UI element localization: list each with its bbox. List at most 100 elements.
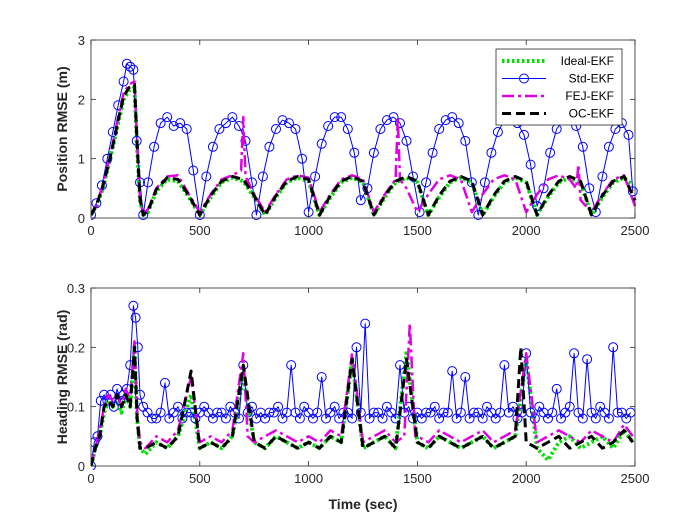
std-ekf-point	[453, 118, 464, 129]
x-tick-label: 1500	[403, 471, 432, 486]
std-ekf-point	[360, 318, 371, 329]
std-ekf-point	[438, 407, 449, 418]
std-ekf-point	[577, 141, 588, 152]
std-ekf-point	[627, 186, 638, 197]
x-tick-label: 2000	[512, 471, 541, 486]
std-ekf-point	[499, 360, 510, 371]
x-tick-label: 2500	[621, 223, 650, 238]
std-ekf-point	[143, 177, 153, 188]
std-ekf-point	[310, 171, 321, 182]
std-ekf-point	[155, 407, 166, 418]
std-ekf-point	[240, 135, 251, 146]
std-ekf-point	[160, 377, 170, 388]
std-ekf-point	[351, 342, 362, 353]
y-tick-label: 0	[78, 459, 85, 474]
x-axis-label: Time (sec)	[329, 496, 398, 512]
std-ekf-point	[329, 112, 340, 123]
std-ekf-point	[545, 147, 556, 158]
std-ekf-point	[108, 401, 119, 412]
std-ekf-point	[149, 141, 160, 152]
std-ekf-point	[118, 76, 129, 87]
std-ekf-point	[294, 413, 305, 424]
std-ekf-point	[623, 129, 634, 140]
std-ekf-point	[427, 147, 438, 158]
series-group	[91, 58, 638, 220]
std-ekf-point	[121, 58, 132, 69]
std-ekf-point	[368, 407, 379, 418]
std-ekf-point	[577, 413, 588, 424]
std-ekf-point	[207, 141, 218, 152]
y-tick-label: 3	[78, 33, 85, 48]
std-ekf-point	[264, 141, 275, 152]
std-ekf-point	[447, 366, 458, 377]
std-ekf-point	[486, 147, 497, 158]
x-tick-label: 0	[87, 223, 94, 238]
y-tick-label: 0.1	[67, 400, 85, 415]
std-ekf-point	[551, 383, 562, 394]
std-ekf-point	[564, 401, 575, 412]
std-ekf-point	[477, 413, 488, 424]
std-ekf-point	[469, 407, 479, 418]
std-ekf-point	[492, 127, 503, 137]
y-axis-label: Position RMSE (m)	[54, 66, 70, 191]
std-ekf-point	[347, 413, 358, 424]
std-ekf-point	[603, 413, 614, 424]
std-ekf-point	[220, 118, 231, 129]
std-ekf-point	[107, 127, 118, 137]
x-tick-label: 1000	[294, 471, 323, 486]
std-ekf-point	[421, 177, 432, 188]
legend: Ideal-EKF Std-EKF FEJ-EKF OC-EKF	[495, 48, 623, 126]
std-ekf-point	[603, 141, 614, 152]
std-ekf-point	[128, 64, 139, 75]
std-ekf-point	[257, 171, 268, 182]
x-tick-label: 2000	[512, 223, 541, 238]
std-ekf-point	[162, 112, 173, 123]
std-ekf-point	[608, 342, 619, 353]
x-tick-label: 2500	[621, 471, 650, 486]
std-ekf-point	[273, 401, 284, 412]
std-ekf-point	[128, 300, 139, 311]
fej-ekf-series-line	[91, 322, 634, 467]
std-ekf-point	[355, 195, 366, 206]
std-ekf-series-line	[91, 63, 634, 216]
std-ekf-point	[323, 121, 334, 131]
std-ekf-point	[375, 124, 386, 134]
oc-ekf-legend-label: OC-EKF	[569, 107, 614, 121]
std-ekf-point	[390, 413, 401, 424]
std-ekf-point	[455, 407, 466, 418]
std-ekf-point	[479, 177, 490, 188]
std-ekf-point	[584, 183, 595, 194]
std-ekf-point	[316, 138, 327, 149]
std-ekf-point	[440, 115, 451, 126]
y-tick-label: 0.2	[67, 340, 85, 355]
std-ekf-point	[460, 135, 471, 146]
series-group	[91, 300, 636, 470]
std-ekf-point	[220, 413, 231, 424]
std-ekf-point	[569, 348, 580, 359]
std-ekf-point	[442, 407, 453, 418]
std-ekf-point	[336, 112, 347, 123]
std-ekf-legend-label: Std-EKF	[569, 72, 614, 86]
std-ekf-point	[214, 124, 225, 134]
std-ekf-point	[547, 407, 558, 418]
std-ekf-point	[590, 413, 601, 424]
y-tick-label: 0	[78, 211, 85, 226]
oc-ekf-series-line	[91, 83, 637, 217]
x-tick-label: 0	[87, 471, 94, 486]
fej-ekf-legend-label: FEJ-EKF	[565, 89, 614, 103]
std-ekf-point	[395, 118, 405, 129]
std-ekf-point	[329, 401, 340, 412]
std-ekf-point	[181, 124, 192, 134]
std-ekf-point	[582, 354, 593, 365]
std-ekf-legend-marker	[519, 73, 529, 84]
std-ekf-point	[381, 115, 392, 126]
y-tick-label: 1	[78, 152, 85, 167]
std-ekf-point	[168, 121, 179, 131]
std-ekf-point	[368, 147, 379, 158]
x-tick-label: 1000	[294, 223, 323, 238]
std-ekf-point	[388, 112, 399, 123]
std-ekf-point	[175, 118, 186, 129]
std-ekf-point	[125, 61, 136, 72]
std-ekf-point	[429, 401, 440, 412]
